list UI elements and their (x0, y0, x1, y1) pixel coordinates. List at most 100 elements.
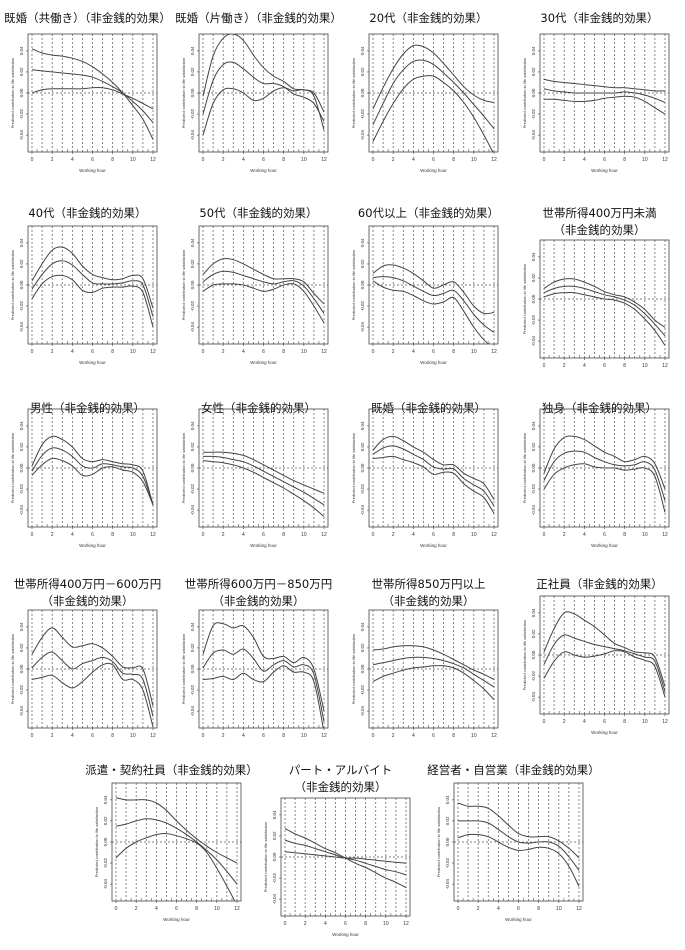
y-tick-label: -0.04 (360, 505, 365, 516)
x-tick-label: 10 (642, 532, 648, 538)
x-tick-label: 0 (543, 157, 546, 163)
chart-title-line: 世帯所得400万円未満 (542, 206, 657, 220)
y-axis-label: Predicted contribution to life satisfact… (10, 634, 15, 704)
chart-title: 世帯所得600万円－850万円 （非金銭的効果） (171, 576, 346, 610)
x-tick-label: 6 (603, 363, 606, 369)
series-line-1 (543, 278, 666, 328)
y-tick-label: 0.00 (19, 664, 24, 673)
x-tick-label: 12 (150, 532, 156, 538)
series-line-2 (543, 450, 666, 501)
y-axis-label: Predicted contribution to life satisfact… (522, 58, 527, 128)
y-tick-label: -0.02 (360, 684, 365, 695)
x-tick-label: 6 (432, 532, 435, 538)
y-tick-label: 0.00 (445, 837, 450, 846)
x-tick-label: 6 (262, 532, 265, 538)
x-tick-label: 0 (31, 733, 34, 739)
x-tick-label: 4 (242, 157, 245, 163)
x-tick-label: 0 (202, 532, 205, 538)
y-axis-label: Predicted contribution to life satisfact… (10, 433, 15, 503)
y-tick-label: 0.02 (19, 259, 24, 268)
x-tick-label: 8 (537, 906, 540, 912)
series-line-3 (202, 283, 325, 324)
y-tick-label: -0.04 (360, 322, 365, 333)
x-axis-label: Working hour (591, 168, 618, 173)
line-chart: 0 2 4 6 8 10 12 -0.04 -0.02 0.00 0.02 0.04 Predicted… (181, 609, 329, 739)
x-tick-label: 8 (452, 532, 455, 538)
x-tick-label: 4 (583, 157, 586, 163)
x-tick-label: 10 (642, 363, 648, 369)
series-line-2 (372, 445, 495, 507)
y-tick-label: -0.04 (19, 706, 24, 717)
x-tick-label: 10 (130, 532, 136, 538)
y-axis-label: Predicted contribution to life satisfact… (351, 433, 356, 503)
x-tick-label: 0 (202, 349, 205, 355)
x-tick-label: 8 (452, 349, 455, 355)
y-tick-label: 0.02 (190, 643, 195, 652)
x-tick-label: 4 (583, 532, 586, 538)
line-chart: 0 2 4 6 8 10 12 -0.04 -0.02 0.00 0.02 0.04 Predicted… (351, 609, 499, 739)
x-tick-label: 12 (234, 906, 240, 912)
x-tick-label: 6 (262, 157, 265, 163)
x-tick-label: 12 (662, 157, 668, 163)
x-tick-label: 6 (603, 719, 606, 725)
x-tick-label: 2 (563, 532, 566, 538)
x-tick-label: 6 (603, 157, 606, 163)
series-line-1 (202, 34, 325, 113)
series-line-1 (543, 611, 666, 687)
chart-title-line: 独身（非金銭的効果） (542, 401, 657, 415)
y-axis-label: Predicted contribution to life satisfact… (10, 250, 15, 320)
x-axis-label: Working hour (79, 543, 106, 548)
y-tick-label: 0.04 (272, 810, 277, 819)
x-tick-label: 8 (623, 532, 626, 538)
y-tick-label: 0.02 (19, 67, 24, 76)
y-tick-label: -0.02 (360, 483, 365, 494)
y-tick-label: 0.00 (103, 837, 108, 846)
x-tick-label: 12 (321, 733, 327, 739)
chart-title-line: 40代（非金銭的効果） (28, 206, 147, 220)
y-axis-label: Predicted contribution to life satisfact… (181, 634, 186, 704)
x-tick-label: 12 (403, 921, 409, 927)
x-tick-label: 6 (91, 349, 94, 355)
line-chart: 0 2 4 6 8 10 12 -0.04 -0.02 0.00 0.02 0.04 Working h… (181, 225, 329, 365)
x-tick-label: 10 (471, 532, 477, 538)
x-tick-label: 10 (556, 906, 562, 912)
series-line-1 (543, 78, 666, 92)
y-axis-label: Predicted contribution to life satisfact… (94, 807, 99, 877)
x-tick-label: 0 (457, 906, 460, 912)
x-tick-label: 12 (321, 349, 327, 355)
y-tick-label: -0.04 (531, 336, 536, 347)
series-line-2 (115, 818, 238, 885)
chart-title-line: 経営者・自営業（非金銭的効果） (427, 763, 600, 777)
y-tick-label: -0.02 (531, 670, 536, 681)
chart-title-line: 既婚（片働き）（非金銭的効果） (175, 11, 342, 25)
x-tick-label: 4 (71, 733, 74, 739)
series-line-3 (372, 75, 494, 152)
chart-title-line: 既婚（共働き）（非金銭的効果） (4, 11, 171, 25)
series-line-2 (543, 285, 666, 337)
x-tick-label: 2 (135, 906, 138, 912)
x-axis-label: Working hour (163, 917, 190, 922)
y-axis-label: Predicted contribution to life satisfact… (181, 58, 186, 128)
y-tick-label: -0.02 (103, 857, 108, 868)
x-tick-label: 0 (372, 532, 375, 538)
y-tick-label: 0.02 (103, 816, 108, 825)
y-tick-label: -0.02 (19, 684, 24, 695)
x-tick-label: 12 (150, 733, 156, 739)
y-tick-label: -0.04 (19, 322, 24, 333)
series-line-2 (372, 656, 495, 688)
x-tick-label: 0 (284, 921, 287, 927)
y-tick-label: 0.04 (360, 46, 365, 55)
chart-title-line: （非金銭的効果） (553, 223, 646, 237)
x-tick-label: 2 (51, 733, 54, 739)
x-tick-label: 10 (471, 349, 477, 355)
chart-title-line: パート・アルバイト (288, 763, 393, 777)
x-tick-label: 10 (642, 157, 648, 163)
series-line-1 (31, 246, 154, 309)
series-line-1 (457, 802, 580, 859)
chart-title: 女性（非金銭的効果） (171, 400, 346, 417)
series-line-3 (372, 665, 495, 700)
y-tick-label: 0.00 (19, 463, 24, 472)
series-line-3 (31, 87, 154, 110)
x-tick-label: 4 (412, 532, 415, 538)
x-axis-label: Working hour (420, 168, 447, 173)
